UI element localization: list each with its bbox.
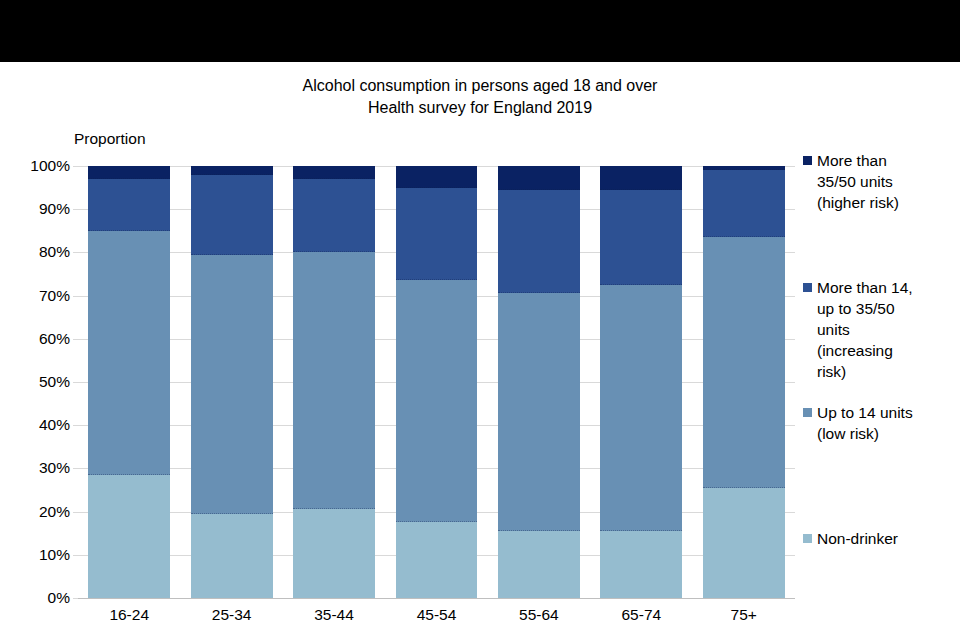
bar-segment [396, 522, 478, 598]
stacked-bar-55-64 [498, 166, 580, 598]
y-axis-tick [73, 425, 78, 426]
x-tick-label: 45-54 [385, 606, 487, 624]
legend-swatch-non-drinker [803, 534, 812, 543]
bar-segment [88, 166, 170, 179]
bar-segment [498, 531, 580, 598]
bar-segment [703, 488, 785, 598]
bar-segment [293, 252, 375, 509]
bar-segment [498, 190, 580, 294]
y-axis-tick [73, 512, 78, 513]
legend-swatch-higher-risk [803, 156, 812, 165]
bar-segment [191, 175, 273, 255]
plot-area [78, 166, 795, 598]
bar-group [180, 166, 282, 598]
y-tick-label: 90% [0, 199, 70, 219]
y-tick-label: 40% [0, 415, 70, 435]
stacked-bar-25-34 [191, 166, 273, 598]
legend-swatch-increasing-risk [803, 283, 812, 292]
x-tick-label: 55-64 [488, 606, 590, 624]
bar-group [385, 166, 487, 598]
legend: More than 35/50 units (higher risk) More… [803, 0, 958, 640]
bar-segment [191, 166, 273, 175]
x-tick-label: 25-34 [180, 606, 282, 624]
stacked-bar-16-24 [88, 166, 170, 598]
legend-item-label: Non-drinker [817, 528, 923, 549]
y-tick-label: 80% [0, 242, 70, 262]
bar-segment [396, 280, 478, 522]
x-tick-label: 16-24 [78, 606, 180, 624]
bar-segment [703, 170, 785, 237]
y-axis-tick [73, 382, 78, 383]
y-axis-tick [73, 296, 78, 297]
bar-segment [191, 255, 273, 514]
y-tick-label: 70% [0, 286, 70, 306]
stacked-bar-65-74 [600, 166, 682, 598]
stacked-bar-75+ [703, 166, 785, 598]
y-axis-labels: 0% 10% 20% 30% 40% 50% 60% 70% 80% 90% 100% [0, 0, 72, 640]
y-tick-label: 100% [0, 156, 70, 176]
y-tick-label: 10% [0, 545, 70, 565]
legend-item-increasing-risk: More than 14, up to 35/50 units (increas… [803, 277, 923, 382]
legend-item-label: Up to 14 units (low risk) [817, 402, 923, 444]
bar-group [488, 166, 590, 598]
bar-segment [293, 509, 375, 598]
bars [78, 166, 795, 598]
legend-item-higher-risk: More than 35/50 units (higher risk) [803, 150, 923, 213]
bar-group [78, 166, 180, 598]
bar-segment [600, 285, 682, 531]
y-tick-label: 50% [0, 372, 70, 392]
bar-group [590, 166, 692, 598]
y-tick-label: 30% [0, 458, 70, 478]
bar-segment [600, 190, 682, 285]
bar-segment [88, 475, 170, 598]
legend-item-low-risk: Up to 14 units (low risk) [803, 402, 923, 444]
bar-segment [498, 166, 580, 190]
bar-segment [498, 293, 580, 531]
bar-segment [600, 531, 682, 598]
y-tick-label: 60% [0, 329, 70, 349]
bar-segment [293, 166, 375, 179]
y-axis-tick [73, 598, 78, 599]
stacked-bar-45-54 [396, 166, 478, 598]
bar-group [283, 166, 385, 598]
bar-segment [703, 237, 785, 488]
y-axis-tick [73, 252, 78, 253]
legend-item-non-drinker: Non-drinker [803, 528, 923, 549]
bar-segment [88, 179, 170, 231]
y-axis-tick [73, 209, 78, 210]
y-axis-unit-label: Proportion [74, 130, 146, 148]
y-axis-tick [73, 468, 78, 469]
x-tick-label: 35-44 [283, 606, 385, 624]
bar-segment [396, 166, 478, 188]
y-axis-tick [73, 339, 78, 340]
bar-segment [600, 166, 682, 190]
legend-item-label: More than 35/50 units (higher risk) [817, 150, 923, 213]
legend-swatch-low-risk [803, 408, 812, 417]
y-axis-tick [73, 166, 78, 167]
y-axis-tick [73, 555, 78, 556]
y-tick-label: 0% [0, 588, 70, 608]
bar-segment [88, 231, 170, 475]
bar-segment [191, 514, 273, 598]
y-tick-label: 20% [0, 502, 70, 522]
x-axis-labels: 16-2425-3435-4445-5455-6465-7475+ [78, 606, 795, 624]
bar-segment [396, 188, 478, 281]
x-axis-line [78, 598, 795, 599]
x-tick-label: 75+ [693, 606, 795, 624]
bar-segment [293, 179, 375, 252]
x-tick-label: 65-74 [590, 606, 692, 624]
legend-item-label: More than 14, up to 35/50 units (increas… [817, 277, 923, 382]
bar-group [693, 166, 795, 598]
stacked-bar-35-44 [293, 166, 375, 598]
